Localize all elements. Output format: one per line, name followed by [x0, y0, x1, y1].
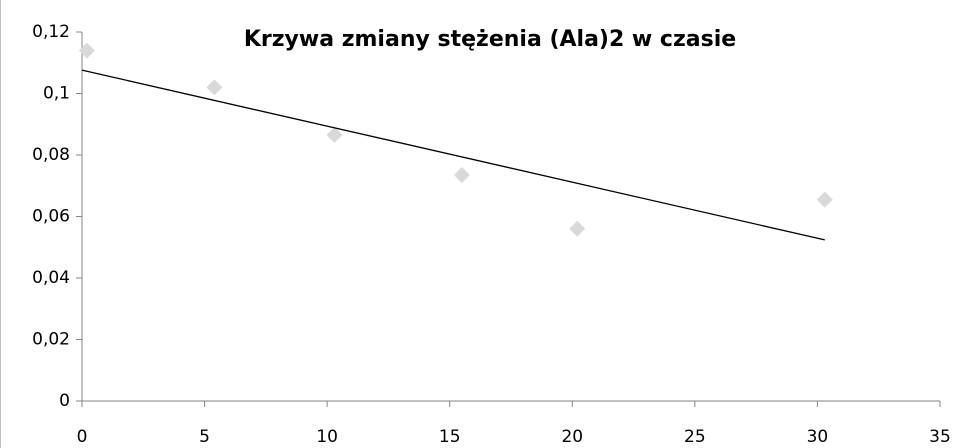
y-tick-label: 0,08	[32, 145, 70, 165]
point	[326, 127, 343, 144]
x-tick-label: 15	[439, 427, 461, 447]
y-tick-label: 0,12	[32, 22, 70, 42]
y-tick-label: 0	[59, 391, 70, 411]
trendline	[81, 69, 825, 241]
x-tick-label: 5	[199, 427, 210, 447]
x-tick-label: 35	[929, 427, 951, 447]
point	[78, 42, 95, 59]
point	[816, 191, 833, 208]
y-tick-label: 0,02	[32, 330, 70, 350]
x-tick-label: 10	[316, 427, 338, 447]
y-tick-label: 0,04	[32, 268, 70, 288]
x-tick-label: 0	[77, 427, 88, 447]
point	[206, 79, 223, 96]
x-tick-label: 25	[684, 427, 706, 447]
y-tick-label: 0,1	[43, 84, 70, 104]
chart-title: Krzywa zmiany stężenia (Ala)2 w czasie	[244, 27, 736, 52]
point	[453, 166, 470, 183]
x-tick-label: 20	[561, 427, 583, 447]
y-tick-label: 0,06	[32, 207, 70, 227]
x-tick-label: 30	[807, 427, 829, 447]
point	[569, 220, 586, 237]
